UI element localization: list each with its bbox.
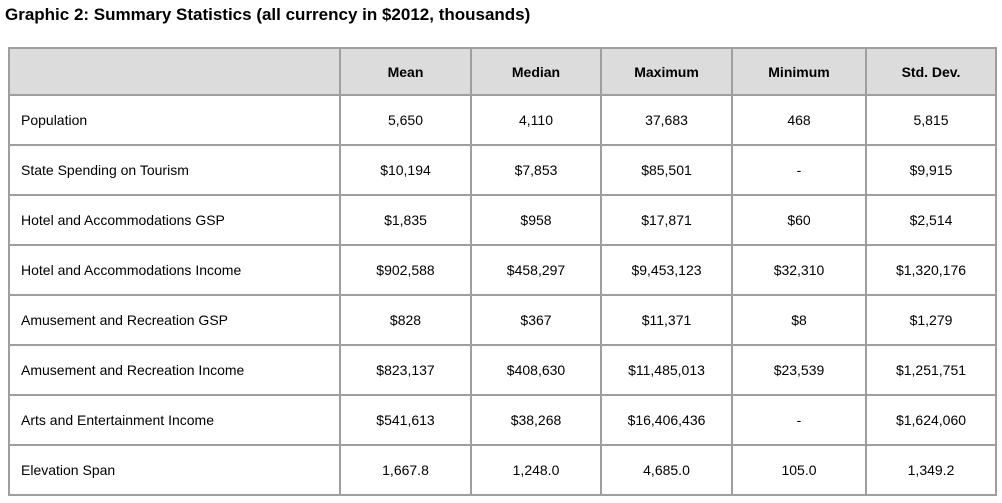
cell-minimum: 105.0 <box>731 444 867 496</box>
row-label: State Spending on Tourism <box>8 144 341 196</box>
cell-mean: $10,194 <box>339 144 472 196</box>
table-row: Population 5,650 4,110 37,683 468 5,815 <box>8 94 997 146</box>
table-row: State Spending on Tourism $10,194 $7,853… <box>8 144 997 196</box>
cell-median: 4,110 <box>470 94 602 146</box>
row-label: Population <box>8 94 341 146</box>
cell-minimum: 468 <box>731 94 867 146</box>
row-label: Amusement and Recreation Income <box>8 344 341 396</box>
cell-median: $367 <box>470 294 602 346</box>
cell-mean: $1,835 <box>339 194 472 246</box>
row-label: Arts and Entertainment Income <box>8 394 341 446</box>
cell-mean: 1,667.8 <box>339 444 472 496</box>
table-row: Arts and Entertainment Income $541,613 $… <box>8 394 997 446</box>
cell-minimum: $8 <box>731 294 867 346</box>
cell-std-dev: $1,251,751 <box>865 344 997 396</box>
cell-std-dev: $1,279 <box>865 294 997 346</box>
column-header-blank <box>8 47 341 96</box>
cell-maximum: $85,501 <box>600 144 733 196</box>
cell-maximum: $11,371 <box>600 294 733 346</box>
cell-std-dev: $9,915 <box>865 144 997 196</box>
table-row: Hotel and Accommodations Income $902,588… <box>8 244 997 296</box>
cell-std-dev: 5,815 <box>865 94 997 146</box>
column-header-minimum: Minimum <box>731 47 867 96</box>
table-row: Hotel and Accommodations GSP $1,835 $958… <box>8 194 997 246</box>
cell-mean: $828 <box>339 294 472 346</box>
cell-minimum: - <box>731 394 867 446</box>
cell-median: 1,248.0 <box>470 444 602 496</box>
cell-minimum: $60 <box>731 194 867 246</box>
column-header-mean: Mean <box>339 47 472 96</box>
row-label: Elevation Span <box>8 444 341 496</box>
cell-median: $458,297 <box>470 244 602 296</box>
table-row: Elevation Span 1,667.8 1,248.0 4,685.0 1… <box>8 444 997 496</box>
cell-minimum: - <box>731 144 867 196</box>
cell-median: $958 <box>470 194 602 246</box>
cell-std-dev: $1,624,060 <box>865 394 997 446</box>
table-row: Amusement and Recreation Income $823,137… <box>8 344 997 396</box>
column-header-std-dev: Std. Dev. <box>865 47 997 96</box>
page-title: Graphic 2: Summary Statistics (all curre… <box>5 5 531 24</box>
cell-std-dev: $2,514 <box>865 194 997 246</box>
cell-maximum: $9,453,123 <box>600 244 733 296</box>
table-row: Amusement and Recreation GSP $828 $367 $… <box>8 294 997 346</box>
summary-statistics-table: Mean Median Maximum Minimum Std. Dev. Po… <box>8 47 997 496</box>
cell-median: $408,630 <box>470 344 602 396</box>
cell-std-dev: 1,349.2 <box>865 444 997 496</box>
cell-minimum: $23,539 <box>731 344 867 396</box>
cell-maximum: $17,871 <box>600 194 733 246</box>
cell-std-dev: $1,320,176 <box>865 244 997 296</box>
cell-minimum: $32,310 <box>731 244 867 296</box>
row-label: Amusement and Recreation GSP <box>8 294 341 346</box>
cell-maximum: $11,485,013 <box>600 344 733 396</box>
cell-maximum: 4,685.0 <box>600 444 733 496</box>
row-label: Hotel and Accommodations GSP <box>8 194 341 246</box>
cell-mean: 5,650 <box>339 94 472 146</box>
column-header-maximum: Maximum <box>600 47 733 96</box>
cell-median: $38,268 <box>470 394 602 446</box>
cell-mean: $823,137 <box>339 344 472 396</box>
row-label: Hotel and Accommodations Income <box>8 244 341 296</box>
cell-median: $7,853 <box>470 144 602 196</box>
column-header-median: Median <box>470 47 602 96</box>
cell-mean: $541,613 <box>339 394 472 446</box>
header-row: Mean Median Maximum Minimum Std. Dev. <box>8 47 997 96</box>
cell-maximum: 37,683 <box>600 94 733 146</box>
cell-mean: $902,588 <box>339 244 472 296</box>
cell-maximum: $16,406,436 <box>600 394 733 446</box>
